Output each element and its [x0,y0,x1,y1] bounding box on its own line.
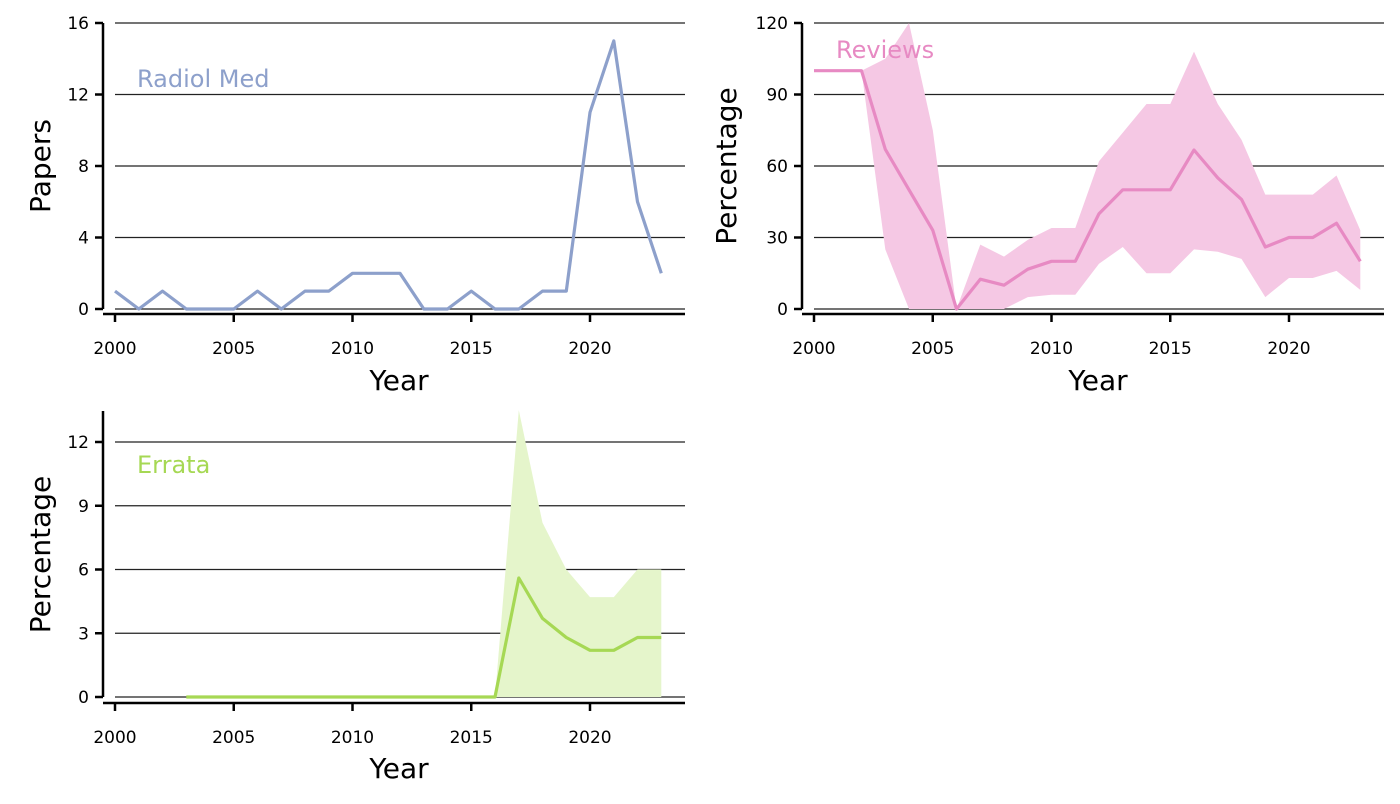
y-tick-label: 9 [78,497,89,517]
x-tick-label: 2015 [450,339,493,359]
x-tick-label: 2015 [450,728,493,748]
x-tick-label: 2005 [212,339,255,359]
panel-label: Errata [137,451,210,479]
y-tick-label: 12 [67,433,89,453]
x-tick-label: 2010 [1030,339,1073,359]
x-tick-label: 2000 [93,728,136,748]
y-tick-label: 30 [766,229,788,249]
chart-panel-1: 0 4 8 12 16 2000 2005 2010 2015 2020 Year Papers Rad… [24,14,685,397]
x-tick-label: 2020 [568,339,611,359]
y-tick-label: 0 [78,688,89,708]
y-tick-label: 8 [78,157,89,177]
x-tick-label: 2010 [331,339,374,359]
x-axis-title: Year [1067,364,1128,397]
x-axis-title: Year [368,752,429,785]
y-tick-label: 16 [67,14,89,34]
y-tick-label: 12 [67,86,89,106]
y-tick-label: 0 [777,300,788,320]
y-tick-label: 60 [766,157,788,177]
y-axis-title: Percentage [24,476,57,634]
x-tick-label: 2020 [1267,339,1310,359]
x-tick-label: 2005 [212,728,255,748]
panel-label: Radiol Med [137,65,269,93]
x-tick-label: 2000 [93,339,136,359]
y-tick-label: 90 [766,86,788,106]
x-tick-label: 2010 [331,728,374,748]
chart-panel-3: 0 3 6 9 12 2000 2005 2010 2015 2020 Year Percentage… [24,410,685,785]
confidence-band [186,410,661,697]
y-tick-label: 3 [78,624,89,644]
y-axis-title: Papers [24,119,57,213]
y-axis-title: Percentage [710,87,743,245]
panel-label: Reviews [836,36,934,64]
x-tick-label: 2000 [792,339,835,359]
x-tick-label: 2005 [911,339,954,359]
chart-panel-2: 0 30 60 90 120 2000 2005 2010 2015 2020 Year Percen… [710,14,1384,397]
y-tick-label: 120 [756,14,788,34]
x-tick-label: 2015 [1149,339,1192,359]
x-axis-title: Year [368,364,429,397]
y-tick-label: 4 [78,229,89,249]
x-tick-label: 2020 [568,728,611,748]
y-tick-label: 0 [78,300,89,320]
y-tick-label: 6 [78,561,89,581]
